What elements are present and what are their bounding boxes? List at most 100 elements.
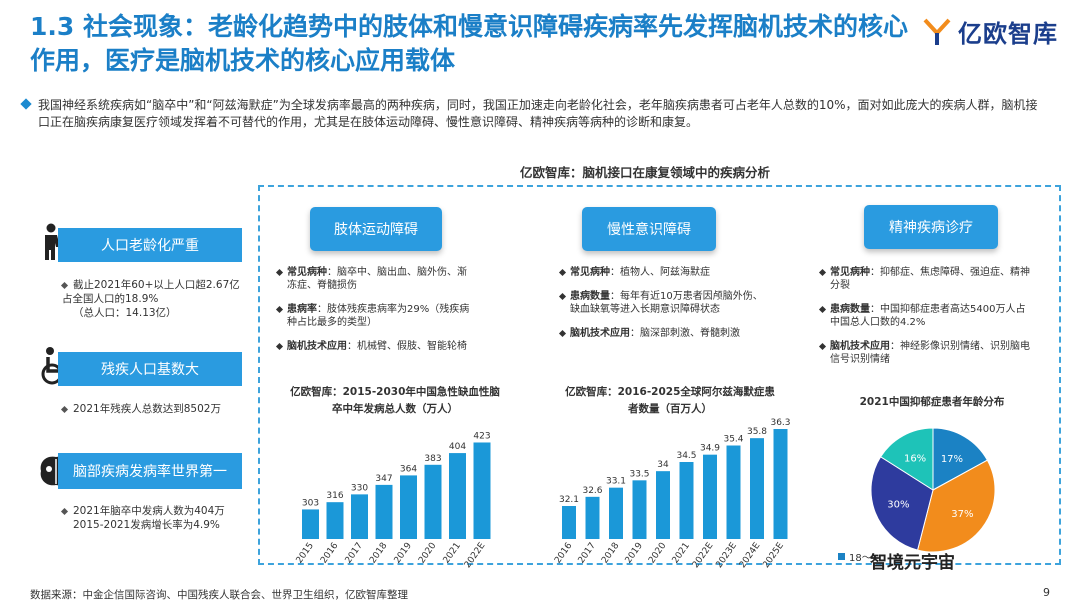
bar [424, 464, 442, 539]
category-consciousness: 慢性意识障碍 [582, 207, 716, 251]
bar [679, 462, 694, 539]
bar-value-label: 33.5 [629, 469, 649, 479]
depression-chart-title: 2021中国抑郁症患者年龄分布 [859, 396, 1005, 408]
logo-text: 亿欧智库 [958, 20, 1058, 48]
bar [375, 484, 393, 539]
detail-item: 患病数量：中国抑郁症患者高达5400万人占中国总人口数的4.2% [820, 303, 1032, 329]
bar-value-label: 423 [473, 431, 490, 441]
pie-slice-label: 30% [887, 500, 909, 511]
bar-value-label: 34 [657, 460, 669, 470]
bar [726, 445, 741, 539]
bar-value-label: 35.4 [723, 435, 743, 445]
category-limb-motor: 肢体运动障碍 [310, 207, 442, 251]
x-tick-label: 2022E [463, 541, 488, 570]
limb-motor-details: 常见病种：脑卒中、脑出血、脑外伤、渐冻症、脊髓损伤 患病率：肢体残疾患病率为29… [277, 266, 472, 364]
analysis-title: 亿欧智库：脑机接口在康复领域中的疾病分析 [520, 165, 771, 180]
mental-details: 常见病种：抑郁症、焦虑障碍、强迫症、精神分裂 患病数量：中国抑郁症患者高达540… [820, 266, 1032, 377]
bar-value-label: 404 [449, 442, 466, 452]
detail-item: 常见病种：抑郁症、焦虑障碍、强迫症、精神分裂 [820, 266, 1032, 292]
bar [609, 487, 623, 539]
bar [656, 471, 670, 539]
x-tick-label: 2025E [761, 541, 786, 570]
category-mental: 精神疾病诊疗 [864, 205, 998, 249]
bar-value-label: 36.3 [770, 418, 790, 428]
left-label-aging: 人口老龄化严重 [58, 228, 242, 262]
detail-item: 常见病种：脑卒中、脑出血、脑外伤、渐冻症、脊髓损伤 [277, 266, 472, 292]
x-tick-label: 2019 [624, 541, 645, 566]
bar [632, 480, 647, 539]
diamond-bullet-icon [20, 98, 32, 110]
x-tick-label: 2017 [344, 541, 365, 565]
detail-item: 常见病种：植物人、阿兹海默症 [560, 266, 770, 279]
bar-value-label: 33.1 [606, 477, 626, 487]
left-label-brain: 脑部疾病发病率世界第一 [58, 453, 242, 489]
note-bullet-icon [60, 281, 69, 289]
bar-value-label: 35.8 [747, 427, 767, 437]
bar-value-label: 364 [400, 464, 417, 474]
note-bullet-icon [60, 507, 69, 515]
x-tick-label: 2022E [691, 541, 716, 570]
legend-swatch [838, 553, 845, 560]
pie-slice-label: 17% [941, 454, 963, 465]
bar-value-label: 316 [326, 491, 343, 501]
pie-slice [870, 456, 934, 551]
bar [585, 496, 600, 539]
analysis-box [258, 185, 1061, 565]
bar-value-label: 303 [302, 498, 319, 508]
bar-value-label: 347 [375, 474, 392, 484]
yiou-logo-icon [923, 18, 951, 45]
x-tick-label: 2020 [417, 541, 438, 566]
left-note-aging: 截止2021年60+以上人口超2.67亿占全国人口的18.9% （总人口：14.… [60, 279, 240, 319]
note-bullet-icon [60, 405, 69, 413]
pie-legend: 18～ [838, 549, 872, 564]
x-tick-label: 2018 [600, 541, 621, 566]
bar [302, 509, 319, 539]
bar [750, 438, 764, 539]
depression-pie-chart: 17% 37% 30% 16% [870, 427, 996, 553]
left-note-brain: 2021年脑卒中发病人数为404万 2015-2021发病增长率为4.9% [60, 504, 242, 532]
alzheimer-bar-chart: 32.1 2016 32.6 2017 33.1 2018 33.5 2019 34 2020 34… [553, 418, 790, 570]
watermark-text: 智境元宇宙 [870, 553, 955, 573]
x-tick-label: 2019 [393, 541, 414, 566]
x-tick-label: 2023E [714, 541, 739, 570]
x-tick-label: 2016 [319, 541, 340, 566]
bar [773, 429, 788, 539]
alzheimer-chart-title: 亿欧智库：2016-2025全球阿尔兹海默症患者数量（百万人） [565, 386, 775, 415]
bar-value-label: 383 [424, 454, 441, 464]
bar-value-label: 34.9 [700, 444, 720, 454]
stroke-bar-chart: 303 2015 316 2016 330 2017 347 2018 364 2019 383 20… [295, 431, 491, 570]
x-tick-label: 2020 [647, 541, 668, 566]
x-tick-label: 2018 [368, 541, 389, 566]
detail-item: 脑机技术应用：机械臂、假肢、智能轮椅 [277, 340, 472, 353]
bar-value-label: 330 [351, 483, 368, 493]
bar-value-label: 34.5 [676, 451, 696, 461]
detail-item: 患病率：肢体残疾患病率为29%（残疾病种占比最多的类型） [277, 303, 472, 329]
pie-slice [916, 459, 996, 553]
x-tick-label: 2015 [295, 541, 316, 565]
stroke-chart-title: 亿欧智库：2015-2030年中国急性缺血性脑卒中年发病总人数（万人） [290, 386, 500, 415]
bar [473, 442, 491, 539]
bar [351, 494, 368, 539]
yiou-logo: 亿欧智库 [922, 14, 1058, 49]
x-tick-label: 2016 [553, 541, 574, 566]
x-tick-label: 2021 [442, 541, 463, 565]
pie-slice-label: 37% [951, 509, 973, 520]
bar [449, 453, 466, 539]
x-tick-label: 2017 [577, 541, 598, 565]
bar-value-label: 32.6 [582, 486, 602, 496]
bar [326, 502, 344, 539]
detail-item: 患病数量：每年有近10万患者因颅脑外伤、缺血缺氧等进入长期意识障碍状态 [560, 290, 770, 316]
pie-slice-label: 16% [904, 453, 926, 464]
left-note-disabled: 2021年残疾人总数达到8502万 [60, 402, 242, 416]
page-number: 9 [1043, 586, 1050, 599]
intro-paragraph: 我国神经系统疾病如“脑卒中”和“阿兹海默症”为全球发病率最高的两种疾病，同时，我… [20, 97, 1048, 131]
pie-slice [879, 427, 934, 491]
left-label-disabled: 残疾人口基数大 [58, 352, 242, 386]
detail-item: 脑机技术应用：脑深部刺激、脊髓刺激 [560, 327, 770, 340]
bar [703, 454, 717, 539]
page-title: 1.3 社会现象：老龄化趋势中的肢体和慢意识障碍疾病率先发挥脑机技术的核心作用，… [30, 12, 908, 75]
detail-item: 脑机技术应用：神经影像识别情绪、识别脑电信号识别情绪 [820, 340, 1032, 366]
consciousness-details: 常见病种：植物人、阿兹海默症 患病数量：每年有近10万患者因颅脑外伤、缺血缺氧等… [560, 266, 770, 351]
bar [562, 506, 576, 539]
data-source: 数据来源：中金企信国际咨询、中国残疾人联合会、世界卫生组织，亿欧智库整理 [30, 589, 408, 601]
